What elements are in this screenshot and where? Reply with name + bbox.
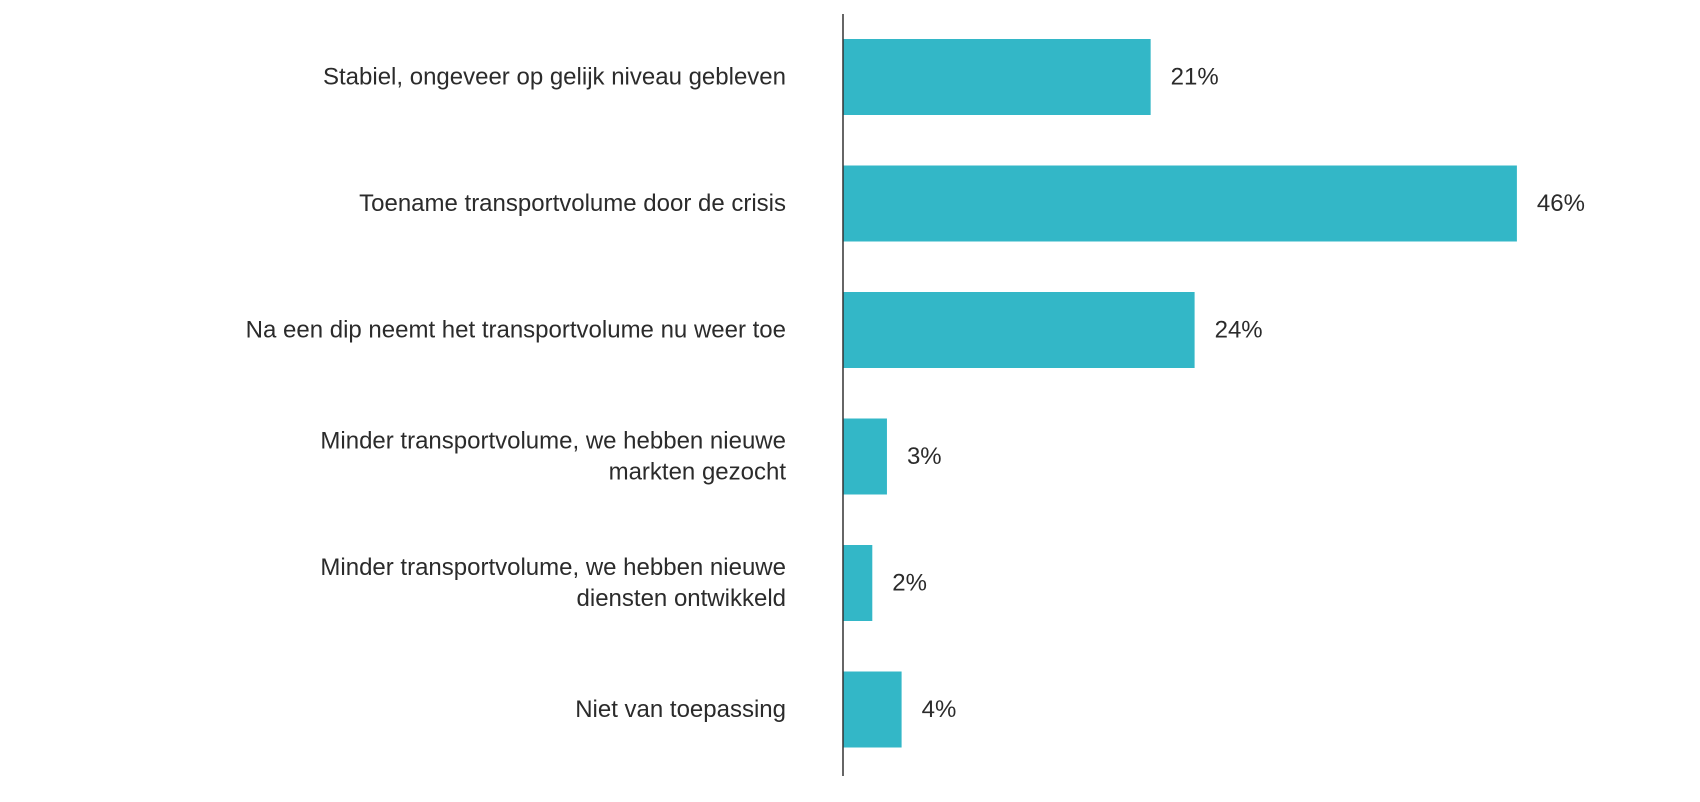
- value-label-1: 21%: [1171, 64, 1219, 91]
- value-label-4: 3%: [907, 443, 942, 470]
- value-label-6: 4%: [922, 696, 957, 723]
- value-labels-layer: 21% 46% 24% 3% 2% 4%: [892, 64, 1585, 724]
- bars-layer: [843, 39, 1517, 748]
- bar-3: [843, 292, 1195, 368]
- category-label-6: Niet van toepassing: [575, 696, 786, 723]
- category-label-line: Na een dip neemt het transportvolume nu …: [246, 317, 786, 344]
- category-label-line: markten gezocht: [609, 459, 787, 486]
- bar-2: [843, 165, 1517, 242]
- value-label-5: 2%: [892, 570, 927, 597]
- category-label-3: Na een dip neemt het transportvolume nu …: [246, 317, 786, 344]
- bar-1: [843, 39, 1151, 115]
- category-label-line: diensten ontwikkeld: [577, 585, 786, 612]
- value-label-3: 24%: [1215, 317, 1263, 344]
- category-label-line: Minder transportvolume, we hebben nieuwe: [320, 554, 786, 581]
- category-label-line: Minder transportvolume, we hebben nieuwe: [320, 428, 786, 455]
- bar-5: [843, 545, 873, 621]
- bar-6: [843, 671, 902, 748]
- category-label-line: Niet van toepassing: [575, 696, 786, 723]
- category-label-1: Stabiel, ongeveer op gelijk niveau geble…: [323, 64, 786, 91]
- category-label-4: Minder transportvolume, we hebben nieuwe…: [320, 428, 786, 486]
- category-label-line: Toename transportvolume door de crisis: [359, 190, 786, 217]
- category-label-line: Stabiel, ongeveer op gelijk niveau geble…: [323, 64, 786, 91]
- category-label-5: Minder transportvolume, we hebben nieuwe…: [320, 554, 786, 612]
- value-label-2: 46%: [1537, 190, 1585, 217]
- category-label-2: Toename transportvolume door de crisis: [359, 190, 786, 217]
- bar-4: [843, 418, 887, 495]
- category-labels-layer: Stabiel, ongeveer op gelijk niveau geble…: [246, 64, 787, 724]
